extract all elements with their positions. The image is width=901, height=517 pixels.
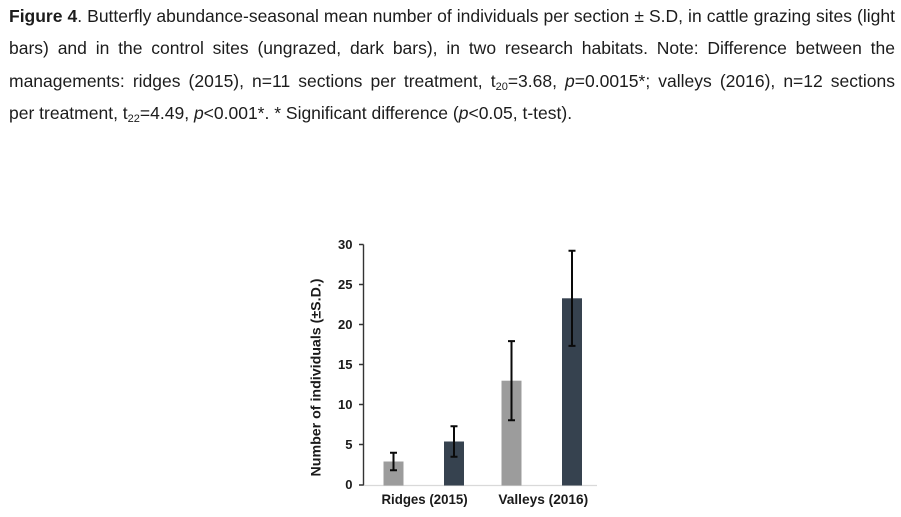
svg-text:5: 5 xyxy=(345,437,352,452)
svg-text:Ridges (2015): Ridges (2015) xyxy=(381,491,467,507)
svg-text:25: 25 xyxy=(338,277,352,292)
svg-text:15: 15 xyxy=(338,357,352,372)
svg-text:20: 20 xyxy=(338,317,352,332)
svg-text:Number of individuals (±S.D.): Number of individuals (±S.D.) xyxy=(308,279,324,477)
svg-text:30: 30 xyxy=(338,237,352,252)
svg-text:10: 10 xyxy=(338,397,352,412)
svg-text:Valleys (2016): Valleys (2016) xyxy=(498,491,588,507)
svg-text:0: 0 xyxy=(345,477,352,492)
